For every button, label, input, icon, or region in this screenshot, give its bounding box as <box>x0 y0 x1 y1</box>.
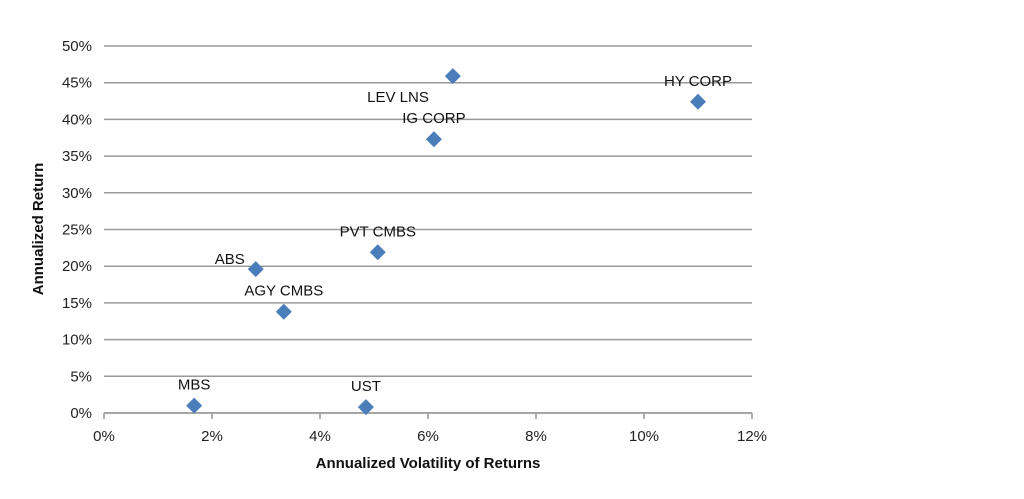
y-axis-title: Annualized Return <box>30 163 47 296</box>
data-point-abs <box>247 261 264 278</box>
data-points <box>186 68 706 416</box>
x-tick-label: 0% <box>93 428 115 445</box>
gridlines <box>104 45 752 414</box>
y-tick-label: 10% <box>62 332 92 349</box>
y-tick-label: 20% <box>62 258 92 275</box>
y-tick-label: 25% <box>62 222 92 239</box>
y-tick-label: 45% <box>62 75 92 92</box>
y-tick-label: 0% <box>70 405 92 422</box>
y-tick-label: 15% <box>62 295 92 312</box>
point-label: PVT CMBS <box>340 223 416 240</box>
point-labels: MBS ABS AGY CMBS UST PVT CMBS IG CORP LEV LNS H… <box>178 73 732 395</box>
data-point-agy-cmbs <box>275 303 292 320</box>
x-tick-label: 10% <box>629 428 659 445</box>
point-label: AGY CMBS <box>244 283 323 300</box>
tick-labels: 0% 5% 10% 15% 20% 25% 30% 35% 40% 45% 50% 0% 2% 4% 6% 8… <box>62 38 767 445</box>
axes <box>103 412 753 419</box>
y-tick-label: 35% <box>62 148 92 165</box>
x-tick-label: 8% <box>525 428 547 445</box>
point-label: HY CORP <box>664 73 732 90</box>
y-tick-label: 5% <box>70 368 92 385</box>
data-point-ig-corp <box>425 131 442 148</box>
point-label: MBS <box>178 377 211 394</box>
data-point-ust <box>357 399 374 416</box>
y-tick-label: 50% <box>62 38 92 55</box>
data-point-hy-corp <box>690 93 706 110</box>
point-label: IG CORP <box>402 110 465 127</box>
x-tick-label: 12% <box>737 428 767 445</box>
data-point-pvt-cmbs <box>369 244 386 261</box>
x-tick-label: 6% <box>417 428 439 445</box>
y-tick-label: 30% <box>62 185 92 202</box>
point-label: LEV LNS <box>367 89 429 106</box>
y-tick-label: 40% <box>62 111 92 128</box>
data-point-mbs <box>186 397 203 414</box>
x-tick-label: 2% <box>201 428 223 445</box>
data-point-lev-lns <box>444 68 461 85</box>
x-axis-title: Annualized Volatility of Returns <box>316 455 541 472</box>
point-label: UST <box>351 378 381 395</box>
point-label: ABS <box>215 251 245 268</box>
x-tick-label: 4% <box>309 428 331 445</box>
